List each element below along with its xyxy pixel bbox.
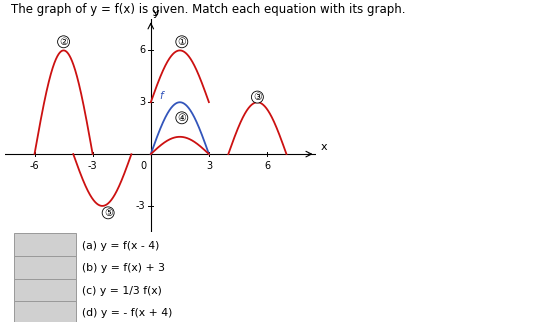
Text: 0: 0 <box>141 161 147 171</box>
Text: 6: 6 <box>139 45 145 55</box>
Text: ①: ① <box>177 37 186 47</box>
Text: 3: 3 <box>139 97 145 107</box>
Text: f: f <box>159 90 163 100</box>
Text: (d) y = - f(x + 4): (d) y = - f(x + 4) <box>82 308 172 318</box>
Text: -6: -6 <box>30 161 39 171</box>
Text: (a) y = f(x - 4): (a) y = f(x - 4) <box>82 241 159 251</box>
Text: The graph of y = f(x) is given. Match each equation with its graph.: The graph of y = f(x) is given. Match ea… <box>11 3 405 16</box>
Text: ⑤: ⑤ <box>104 208 113 218</box>
Text: ④: ④ <box>177 113 186 123</box>
Text: -3: -3 <box>88 161 97 171</box>
Text: ③: ③ <box>253 92 262 102</box>
Text: (b) y = f(x) + 3: (b) y = f(x) + 3 <box>82 263 165 273</box>
Text: x: x <box>320 142 327 152</box>
Text: 6: 6 <box>264 161 270 171</box>
Text: -3: -3 <box>136 201 145 211</box>
Text: 3: 3 <box>206 161 212 171</box>
Text: (c) y = 1/3 f(x): (c) y = 1/3 f(x) <box>82 286 162 296</box>
Text: y: y <box>152 8 159 18</box>
Text: ②: ② <box>59 37 68 47</box>
